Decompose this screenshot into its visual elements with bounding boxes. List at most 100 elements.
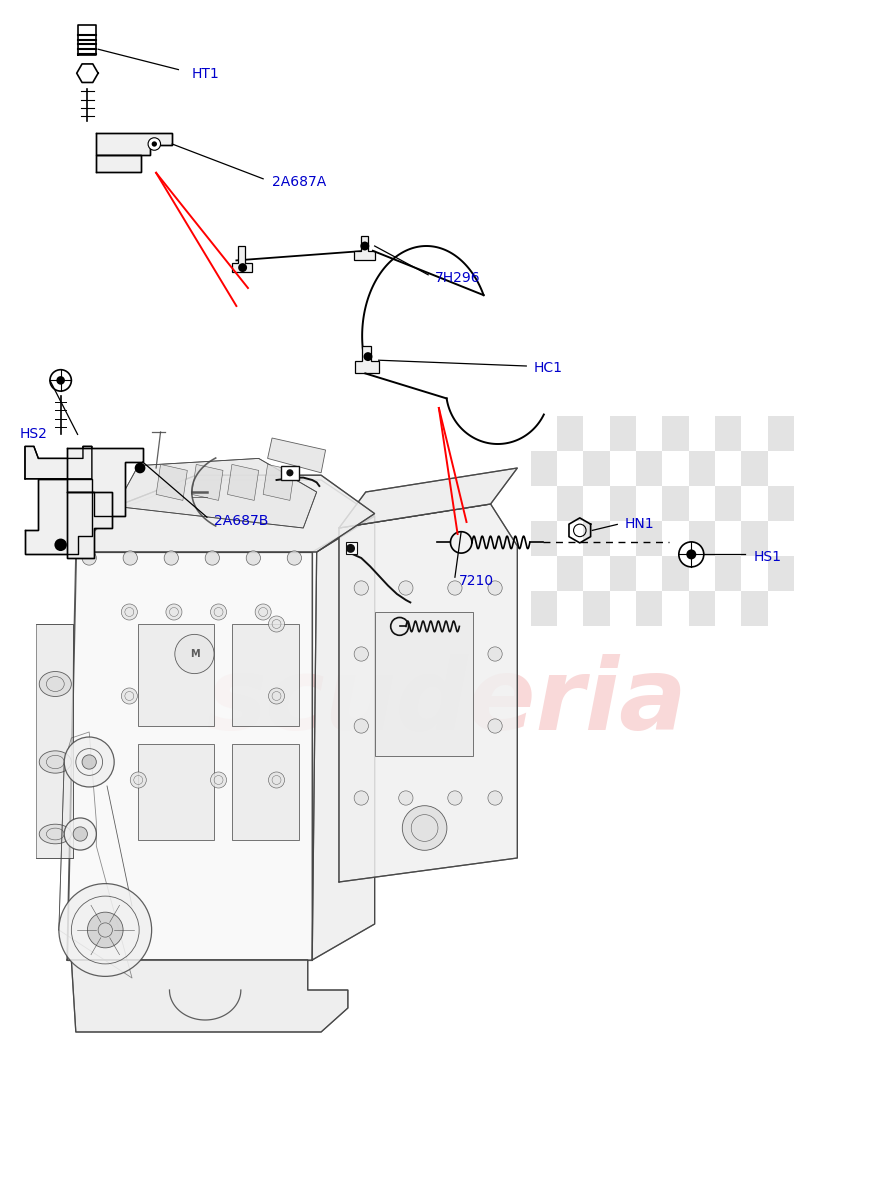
Bar bbox=[767, 486, 794, 521]
Bar bbox=[557, 486, 583, 521]
Text: 2A687A: 2A687A bbox=[272, 175, 326, 190]
Ellipse shape bbox=[39, 824, 71, 844]
Bar bbox=[281, 466, 299, 480]
Bar bbox=[689, 521, 715, 557]
Ellipse shape bbox=[148, 138, 161, 150]
Bar bbox=[557, 416, 583, 451]
Polygon shape bbox=[156, 464, 187, 500]
Polygon shape bbox=[25, 446, 92, 479]
Polygon shape bbox=[116, 458, 317, 528]
Ellipse shape bbox=[354, 581, 368, 595]
Ellipse shape bbox=[121, 604, 137, 620]
Bar bbox=[610, 416, 636, 451]
Ellipse shape bbox=[123, 551, 137, 565]
Ellipse shape bbox=[255, 604, 271, 620]
Bar bbox=[232, 744, 299, 840]
Ellipse shape bbox=[448, 581, 462, 595]
Polygon shape bbox=[268, 438, 326, 473]
Ellipse shape bbox=[268, 616, 285, 632]
Ellipse shape bbox=[488, 647, 502, 661]
Ellipse shape bbox=[166, 604, 182, 620]
Ellipse shape bbox=[286, 469, 293, 476]
Text: scuderia: scuderia bbox=[206, 654, 686, 750]
Bar bbox=[689, 592, 715, 626]
Text: HN1: HN1 bbox=[624, 517, 654, 532]
Text: 7210: 7210 bbox=[458, 574, 493, 588]
Ellipse shape bbox=[87, 912, 123, 948]
Polygon shape bbox=[339, 504, 517, 882]
Ellipse shape bbox=[50, 370, 71, 391]
Bar bbox=[636, 592, 662, 626]
Bar bbox=[610, 486, 636, 521]
Bar bbox=[610, 557, 636, 592]
Bar bbox=[636, 451, 662, 486]
Polygon shape bbox=[76, 480, 375, 552]
Ellipse shape bbox=[488, 719, 502, 733]
Ellipse shape bbox=[488, 791, 502, 805]
Ellipse shape bbox=[56, 376, 65, 385]
Polygon shape bbox=[96, 133, 172, 155]
Ellipse shape bbox=[360, 241, 369, 251]
Bar bbox=[767, 557, 794, 592]
Bar bbox=[138, 624, 214, 726]
Bar bbox=[583, 451, 609, 486]
Bar bbox=[741, 451, 767, 486]
Ellipse shape bbox=[354, 647, 368, 661]
Bar bbox=[583, 592, 609, 626]
Polygon shape bbox=[67, 492, 112, 558]
Ellipse shape bbox=[346, 544, 355, 553]
Bar bbox=[715, 557, 741, 592]
Polygon shape bbox=[263, 464, 294, 500]
Bar bbox=[767, 416, 794, 451]
Ellipse shape bbox=[399, 791, 413, 805]
Ellipse shape bbox=[287, 551, 301, 565]
Ellipse shape bbox=[59, 883, 152, 977]
Text: HC1: HC1 bbox=[533, 361, 563, 376]
Bar bbox=[662, 557, 689, 592]
Bar bbox=[715, 486, 741, 521]
Ellipse shape bbox=[211, 772, 227, 788]
Ellipse shape bbox=[130, 772, 146, 788]
Polygon shape bbox=[96, 155, 141, 172]
Ellipse shape bbox=[686, 550, 697, 559]
Ellipse shape bbox=[175, 635, 214, 673]
Text: 2A687B: 2A687B bbox=[214, 514, 268, 528]
Polygon shape bbox=[192, 464, 223, 500]
Bar bbox=[232, 624, 299, 726]
Ellipse shape bbox=[238, 263, 247, 272]
Ellipse shape bbox=[64, 737, 114, 787]
Ellipse shape bbox=[399, 581, 413, 595]
Polygon shape bbox=[76, 475, 375, 552]
Bar bbox=[531, 451, 557, 486]
Ellipse shape bbox=[135, 463, 145, 473]
Polygon shape bbox=[227, 464, 259, 500]
Bar bbox=[636, 521, 662, 557]
Bar bbox=[689, 451, 715, 486]
Ellipse shape bbox=[402, 805, 447, 851]
Ellipse shape bbox=[205, 551, 219, 565]
Bar bbox=[531, 592, 557, 626]
Ellipse shape bbox=[364, 352, 373, 361]
Polygon shape bbox=[232, 246, 252, 272]
Text: HS2: HS2 bbox=[20, 427, 47, 442]
Bar bbox=[557, 557, 583, 592]
Bar bbox=[375, 612, 473, 756]
Ellipse shape bbox=[152, 142, 157, 146]
Bar bbox=[531, 521, 557, 557]
Text: M: M bbox=[190, 649, 199, 659]
Text: HS1: HS1 bbox=[754, 550, 781, 564]
Bar bbox=[741, 592, 767, 626]
Polygon shape bbox=[67, 552, 312, 960]
Bar bbox=[583, 521, 609, 557]
Polygon shape bbox=[36, 624, 73, 858]
Polygon shape bbox=[71, 960, 348, 1032]
Ellipse shape bbox=[268, 772, 285, 788]
Ellipse shape bbox=[82, 755, 96, 769]
Bar bbox=[715, 416, 741, 451]
Ellipse shape bbox=[488, 581, 502, 595]
Ellipse shape bbox=[354, 791, 368, 805]
Bar bbox=[662, 486, 689, 521]
Bar bbox=[662, 416, 689, 451]
Ellipse shape bbox=[54, 539, 67, 551]
Ellipse shape bbox=[211, 604, 227, 620]
